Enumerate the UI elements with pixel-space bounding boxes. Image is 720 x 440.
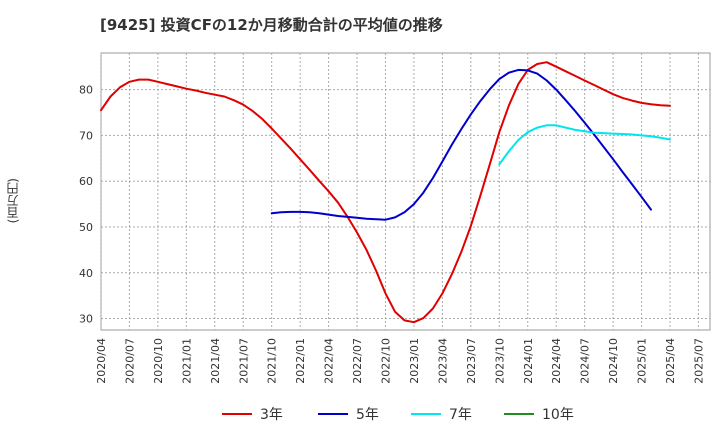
- y-tick-label: 50: [79, 221, 93, 234]
- tick-layer: 30 40 50 60 70 80 2020/04 2020/07 2020/10 2021/01…: [79, 84, 705, 384]
- chart-title: [9425] 投資CFの12か月移動合計の平均値の推移: [100, 16, 443, 34]
- x-tick-label: 2021/07: [237, 338, 250, 384]
- legend: 3年 5年 7年 10年: [222, 407, 574, 423]
- y-tick-label: 80: [79, 84, 93, 97]
- x-tick-label: 2024/10: [607, 338, 620, 384]
- x-tick-label: 2022/01: [294, 338, 307, 384]
- x-tick-label: 2025/01: [636, 338, 649, 384]
- series-line: [270, 68, 652, 221]
- x-tick-label: 2024/04: [550, 338, 563, 384]
- x-tick-label: 2025/04: [664, 338, 677, 384]
- x-tick-label: 2020/07: [123, 338, 136, 384]
- legend-label: 5年: [356, 407, 379, 423]
- y-tick-label: 70: [79, 129, 93, 142]
- x-tick-label: 2023/07: [465, 338, 478, 384]
- x-tick-label: 2021/01: [180, 338, 193, 384]
- y-tick-label: 60: [79, 175, 93, 188]
- y-tick-label: 30: [79, 313, 93, 326]
- plot-area: [100, 52, 711, 331]
- series-line: [100, 61, 671, 324]
- x-tick-label: 2021/04: [209, 338, 222, 384]
- series-line: [498, 124, 671, 166]
- y-tick-label: 40: [79, 267, 93, 280]
- x-tick-label: 2022/07: [351, 338, 364, 384]
- x-tick-label: 2023/01: [408, 338, 421, 384]
- x-tick-label: 2022/10: [380, 338, 393, 384]
- x-tick-label: 2020/04: [95, 338, 108, 384]
- x-tick-label: 2023/04: [436, 338, 449, 384]
- series-layer: [100, 61, 671, 324]
- x-tick-label: 2020/10: [152, 338, 165, 384]
- x-tick-label: 2024/07: [579, 338, 592, 384]
- x-tick-label: 2024/01: [522, 338, 535, 384]
- x-tick-label: 2022/04: [323, 338, 336, 384]
- legend-label: 10年: [542, 407, 574, 423]
- legend-label: 7年: [449, 407, 472, 423]
- x-tick-label: 2021/10: [266, 338, 279, 384]
- x-tick-label: 2023/10: [493, 338, 506, 384]
- legend-label: 3年: [260, 407, 283, 423]
- grid-layer: [100, 53, 710, 330]
- x-tick-label: 2025/07: [692, 338, 705, 384]
